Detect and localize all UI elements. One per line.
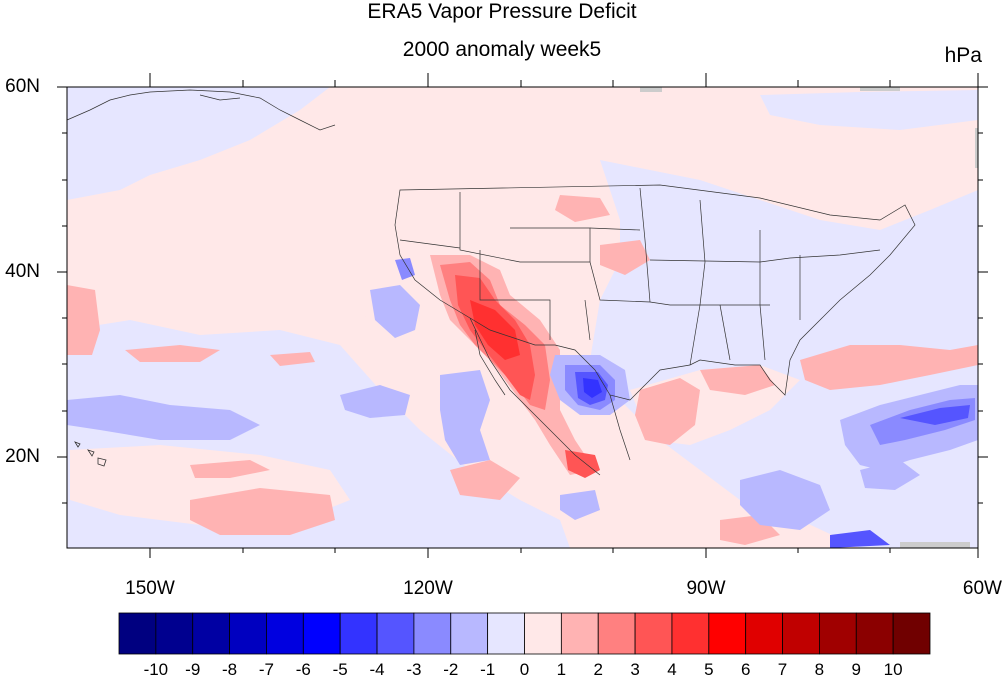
colorbar-tick-label: -2 (443, 660, 459, 679)
colorbar-tick-label: 8 (814, 660, 825, 679)
colorbar-box (118, 612, 157, 655)
hawaii-islands (74, 441, 107, 467)
colorbar-tick-label: -1 (480, 660, 496, 679)
colorbar-tick-label: -4 (369, 660, 385, 679)
colorbar-box (266, 612, 304, 655)
colorbar-box (597, 612, 636, 655)
colorbar-tick-label: -9 (185, 660, 201, 679)
colorbar-tick-label: 1 (556, 660, 567, 679)
colorbar-box (782, 612, 820, 655)
colorbar-box (819, 612, 857, 655)
colorbar-tick-label: 7 (777, 660, 788, 679)
colorbar-tick-label: -5 (332, 660, 348, 679)
colorbar-box (708, 612, 747, 655)
state-boundaries (394, 184, 916, 401)
colorbar-tick-label: 10 (883, 660, 903, 679)
colorbar-box (413, 612, 452, 655)
colorbar-tick-label: 6 (740, 660, 751, 679)
lat-ticks (57, 86, 988, 504)
colorbar-box (560, 612, 599, 655)
mexico-coastline (469, 317, 631, 476)
colorbar-tick-label: 4 (667, 660, 677, 679)
colorbar-box (376, 612, 415, 655)
lon-label-150w: 150W (125, 578, 175, 599)
colorbar-box (302, 612, 341, 655)
colorbar-box (339, 612, 378, 655)
colorbar-tick-label: 9 (851, 660, 861, 679)
lat-label-20n: 20N (5, 446, 40, 467)
lat-label-40n: 40N (5, 261, 40, 282)
colorbar-tick-label: 2 (593, 660, 603, 679)
colorbar-tick-label: -10 (143, 660, 169, 679)
lat-label-60n: 60N (5, 76, 40, 97)
colorbar-box (524, 612, 562, 655)
lon-label-90w: 90W (686, 578, 726, 599)
colorbar-tick-label: -6 (295, 660, 311, 679)
map-title: ERA5 Vapor Pressure Deficit (367, 0, 637, 23)
lon-ticks (149, 73, 979, 558)
colorbar-tick-label: -7 (258, 660, 275, 679)
colorbar-tick-label: -8 (222, 660, 238, 679)
units-label: hPa (944, 44, 982, 67)
alaska-coastline (66, 89, 336, 131)
colorbar-box (745, 612, 783, 655)
colorbar-box (855, 612, 894, 655)
map-subtitle: 2000 anomaly week5 (402, 38, 602, 61)
colorbar-box (450, 612, 489, 655)
colorbar-box (229, 612, 267, 655)
colorbar-tick-label: -3 (406, 660, 422, 679)
colorbar-box (487, 612, 525, 655)
anomaly-field (67, 87, 978, 548)
lon-label-60w: 60W (962, 578, 1002, 599)
colorbar (118, 612, 931, 655)
colorbar-box (671, 612, 710, 655)
colorbar-box (155, 612, 194, 655)
lon-label-120w: 120W (403, 578, 453, 599)
colorbar-box (892, 612, 931, 655)
colorbar-tick-label: 3 (630, 660, 640, 679)
colorbar-tick-label: 0 (519, 660, 530, 679)
colorbar-box (192, 612, 230, 655)
colorbar-tick-label: 5 (704, 660, 714, 679)
colorbar-box (634, 612, 673, 655)
